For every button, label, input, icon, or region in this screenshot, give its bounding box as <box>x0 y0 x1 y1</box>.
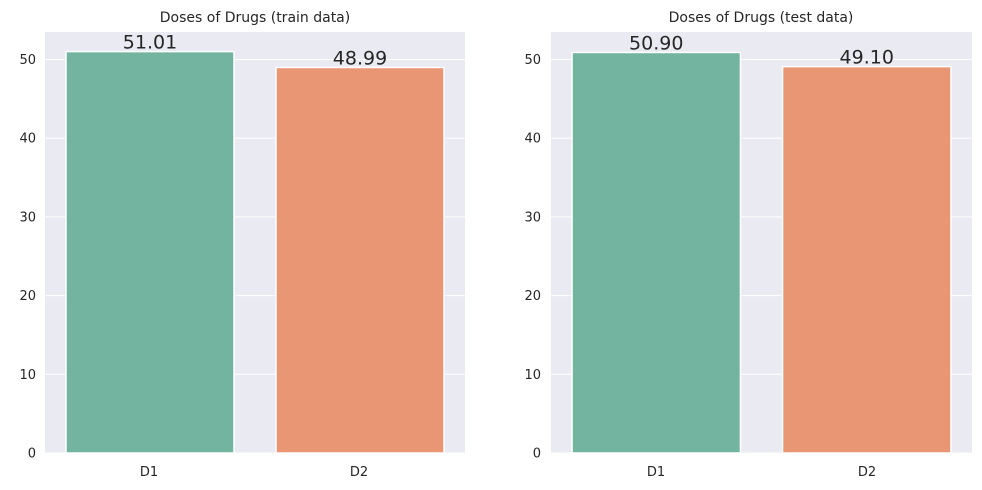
data-label: 49.10 <box>840 47 894 69</box>
y-tick-label: 40 <box>19 132 36 147</box>
bar-d1 <box>571 51 742 454</box>
y-tick-label: 10 <box>19 368 36 383</box>
data-label: 50.90 <box>629 32 683 54</box>
x-tick-label: D2 <box>350 465 368 480</box>
bar-d1 <box>65 50 235 454</box>
y-tick-label: 20 <box>524 289 541 304</box>
y-tick-label: 10 <box>524 368 541 383</box>
y-ticks-train: 0 10 20 30 40 50 <box>19 53 36 462</box>
y-tick-label: 0 <box>533 447 541 462</box>
data-labels-train: 51.01 48.99 <box>123 32 387 70</box>
data-label: 48.99 <box>333 47 387 69</box>
x-tick-label: D2 <box>858 465 876 480</box>
x-ticks-train: D1 D2 <box>140 465 368 480</box>
chart-title-test: Doses of Drugs (test data) <box>669 10 854 26</box>
data-labels-test: 50.90 49.10 <box>629 32 894 68</box>
y-tick-label: 30 <box>19 210 36 225</box>
y-tick-label: 20 <box>19 289 36 304</box>
bars-train <box>65 50 445 454</box>
x-ticks-test: D1 D2 <box>647 465 876 480</box>
chart-train: Doses of Drugs (train data) 0 10 20 30 4… <box>19 10 465 480</box>
y-tick-label: 40 <box>524 132 541 147</box>
y-tick-label: 30 <box>524 210 541 225</box>
x-tick-label: D1 <box>140 465 158 480</box>
chart-title-train: Doses of Drugs (train data) <box>160 10 350 26</box>
x-tick-label: D1 <box>647 465 665 480</box>
y-tick-label: 50 <box>19 53 36 68</box>
data-label: 51.01 <box>123 32 177 54</box>
bar-d2 <box>781 65 952 454</box>
y-tick-label: 50 <box>524 53 541 68</box>
bars-test <box>571 51 952 454</box>
y-tick-label: 0 <box>28 447 36 462</box>
chart-test: Doses of Drugs (test data) 0 10 20 30 40… <box>524 10 972 480</box>
y-ticks-test: 0 10 20 30 40 50 <box>524 53 541 462</box>
bar-d2 <box>275 66 445 454</box>
